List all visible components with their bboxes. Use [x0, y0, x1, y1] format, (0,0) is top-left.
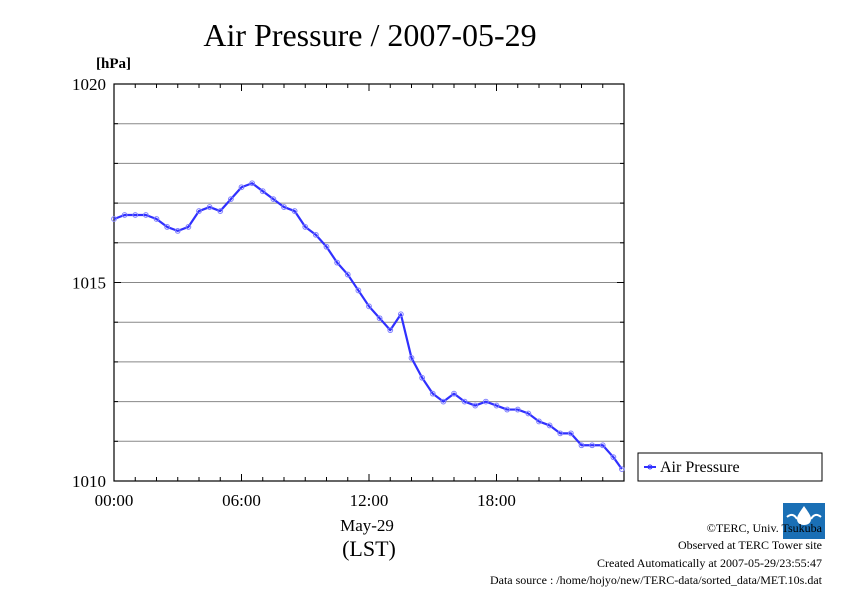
wave-icon: [786, 513, 822, 520]
data-point: [397, 311, 404, 318]
x-axis-ticks: 00:00 06:00 12:00 18:00: [95, 84, 625, 510]
y-tick-label: 1020: [72, 75, 106, 94]
data-point: [387, 327, 394, 334]
data-point: [514, 406, 521, 413]
data-point: [121, 212, 128, 218]
data-point: [142, 212, 149, 218]
data-point: [567, 430, 574, 437]
x-tick-label: 18:00: [477, 491, 516, 510]
x-axis-timezone-label: (LST): [342, 536, 396, 561]
data-point: [419, 374, 426, 381]
data-point: [504, 406, 511, 413]
credit-created: Created Automatically at 2007-05-29/23:5…: [597, 556, 822, 570]
data-point: [429, 390, 436, 397]
series-line: [113, 182, 623, 470]
data-point: [451, 390, 457, 397]
y-axis-unit: [hPa]: [96, 56, 131, 72]
data-point: [472, 402, 479, 409]
data-point: [259, 188, 266, 195]
data-point: [366, 303, 372, 310]
data-point: [355, 287, 362, 294]
data-point: [376, 315, 383, 322]
data-point: [546, 422, 553, 429]
y-axis-ticks: 1010 1015 1020: [72, 75, 624, 491]
data-point: [618, 466, 625, 472]
data-point: [482, 398, 489, 405]
data-point: [196, 208, 202, 214]
data-point: [323, 243, 330, 250]
data-point: [493, 402, 500, 409]
data-point: [132, 212, 139, 218]
data-point: [206, 204, 213, 210]
data-point: [557, 430, 564, 437]
data-point: [153, 216, 160, 222]
data-point: [174, 227, 181, 234]
data-point: [111, 216, 117, 222]
data-point: [217, 208, 224, 214]
data-point: [589, 442, 596, 449]
data-point: [238, 184, 245, 191]
data-point: [227, 196, 234, 203]
legend: Air Pressure: [637, 452, 823, 482]
series-air-pressure: [111, 180, 625, 472]
x-tick-label: 06:00: [222, 491, 261, 510]
data-point: [461, 398, 468, 405]
credit-copyright: ©TERC, Univ. Tsukuba: [706, 521, 822, 535]
legend-box: [637, 452, 823, 482]
data-point: [249, 180, 256, 187]
terc-logo: [783, 503, 825, 539]
data-point: [536, 418, 542, 425]
grid-lines: [114, 123, 624, 442]
credit-source: Data source : /home/hojyo/new/TERC-data/…: [489, 573, 822, 587]
data-point: [302, 224, 309, 230]
data-point: [270, 196, 277, 203]
data-point: [334, 259, 341, 266]
data-point: [312, 231, 319, 238]
data-point: [599, 442, 606, 449]
data-point: [185, 224, 192, 230]
y-tick-label: 1015: [72, 274, 106, 293]
data-point: [344, 271, 351, 278]
data-point: [164, 224, 171, 230]
legend-marker: [647, 464, 653, 470]
chart-title: Air Pressure / 2007-05-29: [203, 17, 536, 53]
x-tick-label: 12:00: [350, 491, 389, 510]
data-point: [281, 204, 287, 210]
data-point: [610, 454, 617, 461]
data-point: [408, 355, 415, 361]
data-point: [525, 410, 532, 417]
data-point: [291, 208, 298, 214]
data-point: [440, 398, 447, 405]
legend-label: Air Pressure: [660, 459, 740, 476]
x-axis-date-label: May-29: [340, 516, 394, 535]
water-drop-icon: [797, 506, 811, 525]
credit-observed: Observed at TERC Tower site: [677, 538, 822, 552]
data-point: [578, 442, 585, 449]
x-tick-label: 00:00: [95, 491, 134, 510]
y-tick-label: 1010: [72, 472, 106, 491]
